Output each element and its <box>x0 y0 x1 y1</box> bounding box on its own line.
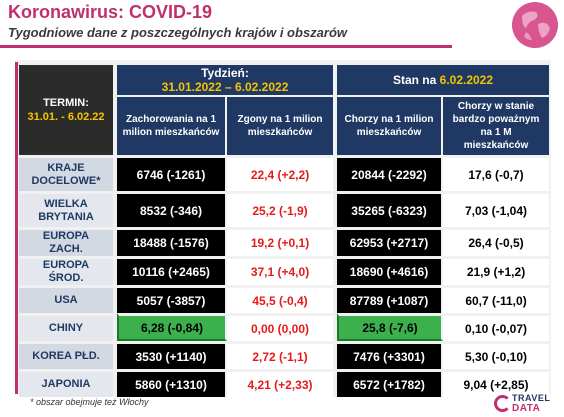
deaths-cell: 45,5 (-0,4) <box>227 285 337 313</box>
table-row: KOREA PŁD. 3530 (+1140) 2,72 (-1,1) 7476 (+… <box>19 341 549 369</box>
table-row: CHINY 6,28 (-0,84) 0,00 (0,00) 25,8 (-7,6) 0… <box>19 313 549 341</box>
globe-icon <box>512 2 558 48</box>
table-row: KRAJE DOCELOWE* 6746 (-1261) 22,4 (+2,2) 20… <box>19 155 549 191</box>
termin-header-cell: TERMIN: 31.01. - 6.02.22 <box>19 65 117 155</box>
deaths-cell: 0,00 (0,00) <box>227 313 337 341</box>
country-cell: EUROPA ŚROD. <box>19 256 117 285</box>
deaths-cell: 2,72 (-1,1) <box>227 341 337 369</box>
country-cell: WIELKA BRYTANIA <box>19 191 117 227</box>
panel-accent-bar <box>15 62 18 394</box>
travel-data-logo: TRAVEL DATA <box>494 393 552 415</box>
deaths-cell: 37,1 (+4,0) <box>227 256 337 285</box>
col-header-cases: Zachorowania na 1 milion mieszkańców <box>117 97 227 155</box>
termin-label: TERMIN: <box>43 97 89 109</box>
footnote: * obszar obejmuje też Włochy <box>30 397 149 407</box>
deaths-cell: 22,4 (+2,2) <box>227 155 337 191</box>
brand-line2: DATA <box>512 403 541 414</box>
country-cell: EUROPA ZACH. <box>19 227 117 256</box>
severe-cell: 26,4 (-0,5) <box>443 227 549 256</box>
page-subtitle: Tygodniowe dane z poszczególnych krajów … <box>8 25 348 40</box>
page-title: Koronawirus: COVID-19 <box>8 2 213 22</box>
severe-cell: 17,6 (-0,7) <box>443 155 549 191</box>
sick-cell: 6572 (+1782) <box>337 369 443 397</box>
table-row: WIELKA BRYTANIA 8532 (-346) 25,2 (-1,9) 352… <box>19 191 549 227</box>
deaths-cell: 25,2 (-1,9) <box>227 191 337 227</box>
table-row: EUROPA ŚROD. 10116 (+2465) 37,1 (+4,0) 1869… <box>19 256 549 285</box>
state-label: Stan na <box>392 73 437 87</box>
sick-cell: 87789 (+1087) <box>337 285 443 313</box>
cases-cell: 5057 (-3857) <box>117 285 227 313</box>
country-cell: CHINY <box>19 313 117 341</box>
sick-cell: 25,8 (-7,6) <box>337 313 443 341</box>
sick-cell: 35265 (-6323) <box>337 191 443 227</box>
col-header-sick: Chorzy na 1 milion mieszkańców <box>337 97 443 155</box>
country-cell: KRAJE DOCELOWE* <box>19 155 117 191</box>
week-label: Tydzień: <box>201 66 249 80</box>
sick-cell: 7476 (+3301) <box>337 341 443 369</box>
cases-cell: 6,28 (-0,84) <box>117 313 227 341</box>
sick-cell: 18690 (+4616) <box>337 256 443 285</box>
country-cell: JAPONIA <box>19 369 117 397</box>
logo-ring-icon <box>494 395 511 412</box>
brand-line1: TRAVEL <box>512 393 551 403</box>
covid-data-table: TERMIN: 31.01. - 6.02.22 Tydzień: 31.01.… <box>19 65 549 397</box>
severe-cell: 5,30 (-0,10) <box>443 341 549 369</box>
country-cell: USA <box>19 285 117 313</box>
table-row: USA 5057 (-3857) 45,5 (-0,4) 87789 (+1087) 6… <box>19 285 549 313</box>
cases-cell: 3530 (+1140) <box>117 341 227 369</box>
state-header-cell: Stan na 6.02.2022 <box>337 65 549 97</box>
termin-range: 31.01. - 6.02.22 <box>27 111 105 123</box>
cases-cell: 8532 (-346) <box>117 191 227 227</box>
country-cell: KOREA PŁD. <box>19 341 117 369</box>
sick-cell: 62953 (+2717) <box>337 227 443 256</box>
week-header-cell: Tydzień: 31.01.2022 – 6.02.2022 <box>117 65 337 97</box>
table-row: EUROPA ZACH. 18488 (-1576) 19,2 (+0,1) 6295… <box>19 227 549 256</box>
severe-cell: 60,7 (-11,0) <box>443 285 549 313</box>
deaths-cell: 4,21 (+2,33) <box>227 369 337 397</box>
cases-cell: 5860 (+1310) <box>117 369 227 397</box>
deaths-cell: 19,2 (+0,1) <box>227 227 337 256</box>
severe-cell: 7,03 (-1,04) <box>443 191 549 227</box>
cases-cell: 18488 (-1576) <box>117 227 227 256</box>
title-divider <box>0 45 452 48</box>
cases-cell: 6746 (-1261) <box>117 155 227 191</box>
severe-cell: 0,10 (-0,07) <box>443 313 549 341</box>
col-header-deaths: Zgony na 1 milion mieszkańców <box>227 97 337 155</box>
state-date: 6.02.2022 <box>439 73 494 87</box>
cases-cell: 10116 (+2465) <box>117 256 227 285</box>
severe-cell: 21,9 (+1,2) <box>443 256 549 285</box>
sick-cell: 20844 (-2292) <box>337 155 443 191</box>
table-row: JAPONIA 5860 (+1310) 4,21 (+2,33) 6572 (+17… <box>19 369 549 397</box>
col-header-severe: Chorzy w stanie bardzo poważnym na 1 M m… <box>443 97 549 155</box>
severe-cell: 9,04 (+2,85) <box>443 369 549 397</box>
week-range: 31.01.2022 – 6.02.2022 <box>161 80 289 94</box>
